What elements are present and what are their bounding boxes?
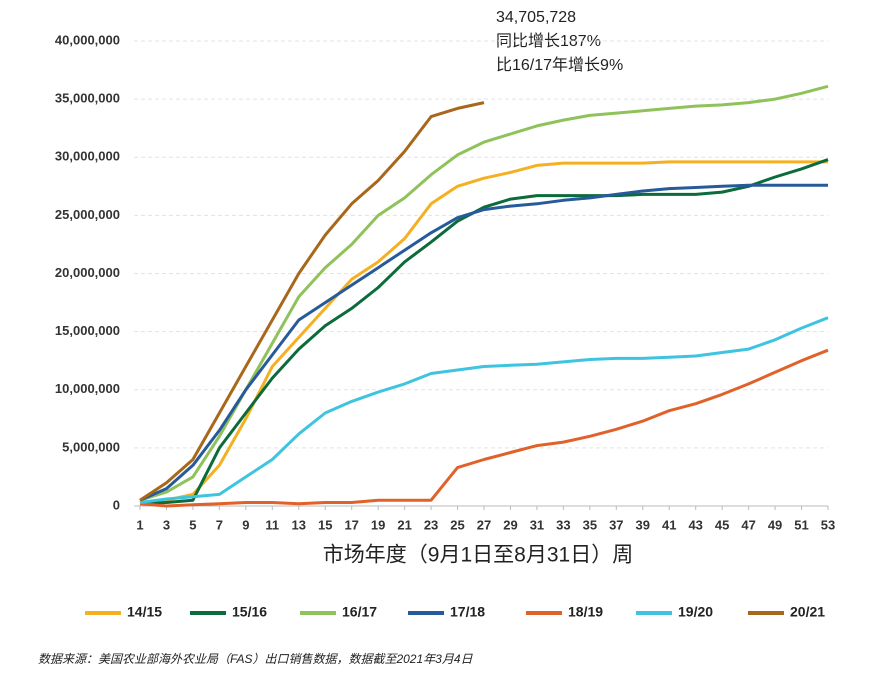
annotation: 比16/17年增长9% — [496, 56, 623, 74]
legend-label: 18/19 — [568, 604, 603, 620]
x-tick-label: 9 — [242, 517, 249, 532]
x-tick-label: 53 — [821, 517, 835, 532]
series-line — [139, 158, 829, 506]
x-tick-label: 17 — [344, 517, 358, 532]
x-tick-label: 3 — [163, 517, 170, 532]
x-tick-label: 29 — [503, 517, 517, 532]
legend-label: 14/15 — [127, 604, 162, 620]
legend-label: 17/18 — [450, 604, 485, 620]
x-tick-label: 1 — [136, 517, 143, 532]
x-tick-label: 39 — [636, 517, 650, 532]
y-tick-label: 25,000,000 — [55, 207, 120, 222]
x-tick-label: 51 — [794, 517, 808, 532]
x-tick-label: 37 — [609, 517, 623, 532]
x-tick-label: 13 — [292, 517, 306, 532]
x-tick-label: 41 — [662, 517, 676, 532]
x-tick-label: 43 — [688, 517, 702, 532]
y-tick-label: 40,000,000 — [55, 32, 120, 47]
x-tick-label: 5 — [189, 517, 196, 532]
x-tick-label: 35 — [583, 517, 597, 532]
y-tick-label: 10,000,000 — [55, 381, 120, 396]
x-tick-label: 19 — [371, 517, 385, 532]
x-tick-label: 49 — [768, 517, 782, 532]
y-tick-label: 30,000,000 — [55, 149, 120, 164]
series-line — [139, 316, 829, 504]
y-tick-label: 15,000,000 — [55, 323, 120, 338]
x-tick-label: 23 — [424, 517, 438, 532]
series-line — [139, 84, 829, 502]
y-tick-label: 0 — [113, 497, 120, 512]
legend-label: 15/16 — [232, 604, 267, 620]
x-tick-label: 7 — [216, 517, 223, 532]
series-line — [139, 160, 828, 504]
legend-label: 19/20 — [678, 604, 713, 620]
x-tick-label: 25 — [450, 517, 464, 532]
x-tick-label: 21 — [397, 517, 411, 532]
series-line — [139, 348, 829, 508]
source-note: 数据来源：美国农业部海外农业局（FAS）出口销售数据，数据截至2021年3月4日 — [38, 652, 473, 666]
series-line — [139, 101, 485, 502]
x-tick-label: 33 — [556, 517, 570, 532]
x-tick-label: 15 — [318, 517, 332, 532]
legend-label: 20/21 — [790, 604, 825, 620]
x-tick-label: 45 — [715, 517, 729, 532]
x-tick-label: 47 — [741, 517, 755, 532]
legend-label: 16/17 — [342, 604, 377, 620]
y-tick-label: 5,000,000 — [62, 439, 120, 454]
x-tick-label: 31 — [530, 517, 544, 532]
series-line — [139, 183, 828, 502]
x-tick-label: 11 — [265, 517, 279, 532]
y-tick-label: 20,000,000 — [55, 265, 120, 280]
x-axis-label: 市场年度（9月1日至8月31日）周 — [323, 544, 633, 567]
annotation: 34,705,728 — [496, 9, 576, 26]
x-tick-label: 27 — [477, 517, 491, 532]
y-tick-label: 35,000,000 — [55, 91, 120, 106]
